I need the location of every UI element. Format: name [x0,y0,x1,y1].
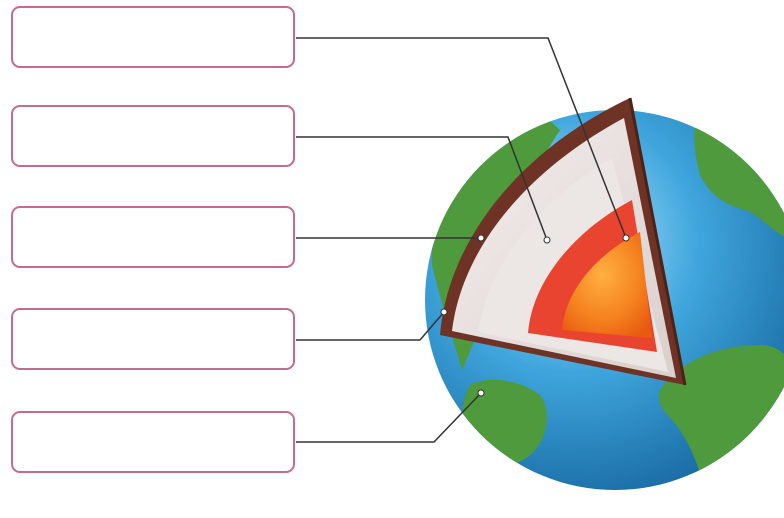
leader-line-2 [296,136,548,241]
answer-box-1[interactable] [11,6,295,68]
leader-dot-1 [622,234,630,242]
leader-line-4 [296,311,445,341]
answer-box-4[interactable] [11,308,295,370]
inner-core-layer [562,232,652,338]
leader-line-1 [296,37,627,239]
answer-box-5[interactable] [11,411,295,473]
answer-box-2[interactable] [11,105,295,167]
leader-dot-2 [543,236,551,244]
leader-dot-4 [440,308,448,316]
leader-dot-3 [477,234,485,242]
leader-dots [440,234,630,397]
leader-dot-5 [477,389,485,397]
earth-globe [425,97,784,490]
wedge-edge [628,97,687,386]
earth-cutaway [440,97,687,386]
leader-line-5 [296,392,482,443]
leader-lines [296,37,627,443]
answer-box-3[interactable] [11,206,295,268]
